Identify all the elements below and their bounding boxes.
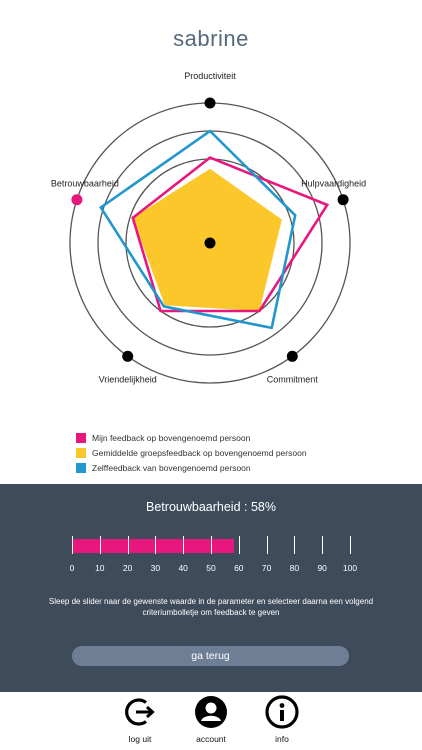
slider-tick [238, 536, 240, 554]
slider-tick-label: 90 [317, 563, 327, 573]
legend-label: Gemiddelde groepsfeedback op bovengenoem… [92, 447, 307, 458]
legend-item-self: Zelffeedback van bovengenoemd persoon [76, 460, 307, 475]
slider-tick-label: 80 [289, 563, 300, 573]
axis-handle[interactable] [71, 194, 83, 206]
feedback-panel: Betrouwbaarheid : 58% 0 10 20 30 40 50 60 70 80 9… [0, 484, 422, 692]
parameter-label: Betrouwbaarheid : 58% [146, 500, 276, 514]
slider-tick [294, 536, 296, 554]
slider-tick [211, 536, 212, 554]
nav-label-info: info [275, 734, 289, 744]
slider-tick [99, 536, 101, 554]
slider-tick [350, 536, 351, 554]
slider-tick [322, 536, 324, 554]
slider-tick-label: 100 [342, 563, 358, 573]
axis-handle[interactable] [286, 350, 298, 362]
axis-label: Commitment [267, 374, 319, 384]
axis-label: Vriendelijkheid [99, 374, 157, 384]
radar-center-dot [204, 237, 216, 249]
slider-tick-label: 20 [122, 563, 133, 573]
nav-label-logout: log uit [128, 734, 152, 744]
axis-handle[interactable] [204, 97, 216, 109]
slider-tick [183, 536, 185, 554]
slider-tick [155, 536, 157, 554]
slider-tick-label: 30 [150, 563, 161, 573]
legend-item-group: Gemiddelde groepsfeedback op bovengenoem… [76, 445, 307, 460]
legend-swatch [76, 462, 86, 473]
back-button[interactable]: ga terug [72, 646, 349, 666]
legend-item-mine: Mijn feedback op bovengenoemd persoon [76, 430, 307, 445]
slider-tick [127, 536, 129, 554]
legend: Mijn feedback op bovengenoemd persoon Ge… [76, 430, 307, 475]
axis-label: Hulpvaardigheid [301, 179, 366, 189]
axis-handle[interactable] [337, 194, 349, 206]
slider-tick-label: 50 [206, 563, 216, 573]
axis-label: Productiviteit [184, 71, 236, 81]
slider-fill[interactable] [72, 539, 235, 553]
slider-tick-label: 10 [95, 563, 105, 573]
bottom-nav: log uit account info [0, 695, 422, 750]
slider-tick [72, 536, 73, 554]
slider-tick-label: 40 [178, 563, 188, 573]
instruction-text: Sleep de slider naar de gewenste waarde … [48, 597, 374, 617]
legend-swatch [76, 447, 86, 458]
nav-label-account: account [196, 734, 226, 744]
radar-chart: Productiviteit Hulpvaardigheid Commitment V… [51, 71, 366, 384]
account-button[interactable]: account [171, 695, 251, 744]
axis-handle[interactable] [122, 350, 134, 362]
page-title: sabrine [173, 26, 249, 51]
legend-swatch [76, 432, 86, 443]
logout-button[interactable]: log uit [100, 695, 180, 744]
slider-tick-label: 0 [69, 563, 75, 573]
logout-icon [125, 698, 155, 726]
slider-tick-label: 70 [261, 563, 272, 573]
slider-track[interactable] [72, 539, 351, 553]
slider-tick-label: 60 [234, 563, 244, 573]
series-line-self [99, 129, 297, 330]
info-button[interactable]: info [242, 695, 322, 744]
feedback-slider[interactable]: 0 10 20 30 40 50 60 70 80 90 100 [70, 536, 357, 576]
legend-label: Mijn feedback op bovengenoemd persoon [92, 432, 251, 443]
series-line-mine [131, 156, 330, 313]
account-icon [195, 696, 227, 728]
info-icon [265, 695, 299, 729]
legend-label: Zelffeedback van bovengenoemd persoon [92, 462, 251, 473]
slider-tick [266, 536, 268, 554]
axis-label: Betrouwbaarheid [51, 179, 119, 189]
